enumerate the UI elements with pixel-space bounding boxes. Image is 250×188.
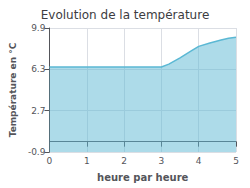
svg-text:9.9: 9.9 xyxy=(31,23,46,33)
svg-text:3: 3 xyxy=(159,156,165,166)
svg-text:5: 5 xyxy=(233,156,239,166)
svg-text:2: 2 xyxy=(121,156,127,166)
svg-text:heure par heure: heure par heure xyxy=(97,172,188,183)
svg-text:Température en °C: Température en °C xyxy=(8,42,18,137)
svg-text:4: 4 xyxy=(196,156,202,166)
svg-text:-0.9: -0.9 xyxy=(28,147,46,157)
svg-text:1: 1 xyxy=(84,156,90,166)
svg-text:2.7: 2.7 xyxy=(31,106,45,116)
svg-text:Evolution de la température: Evolution de la température xyxy=(41,8,210,22)
svg-text:0: 0 xyxy=(47,156,53,166)
svg-text:6.3: 6.3 xyxy=(31,64,45,74)
